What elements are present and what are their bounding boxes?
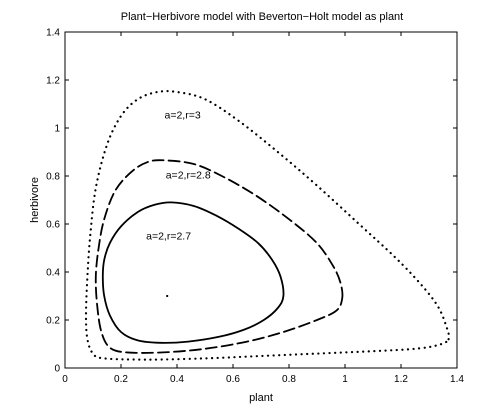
y-tick-label: 0.8: [46, 172, 60, 183]
x-axis-ticks: 0 0.2 0.4 0.6 0.8 1 1.2 1.4: [62, 32, 464, 385]
x-tick-label: 1: [342, 374, 348, 385]
y-tick-label: 1.4: [46, 28, 60, 39]
x-tick-label: 1.2: [394, 374, 408, 385]
x-tick-label: 0.4: [170, 374, 184, 385]
y-axis-ticks: 0 0.2 0.4 0.6 0.8 1 1.2 1.4: [46, 28, 457, 375]
x-tick-label: 1.4: [450, 374, 464, 385]
orbit-curve-solid: [101, 201, 285, 344]
x-tick-label: 0.2: [114, 374, 128, 385]
y-tick-label: 0.4: [46, 268, 60, 279]
y-tick-label: 0.2: [46, 316, 60, 327]
x-axis-label: plant: [249, 392, 273, 404]
y-tick-label: 1.2: [46, 76, 60, 87]
y-tick-label: 0: [54, 364, 60, 375]
axes-box: [64, 31, 458, 369]
curve-annotation: a=2,r=3: [164, 109, 200, 121]
y-axis-label: herbivore: [29, 177, 41, 223]
equilibrium-point: [166, 294, 169, 298]
orbit-curve-dashed: [94, 159, 344, 354]
orbit-curve-dotted: [84, 90, 451, 361]
orbit-curves: [84, 90, 451, 361]
x-tick-label: 0.8: [282, 374, 296, 385]
y-tick-label: 0.6: [46, 220, 60, 231]
plot-area: 0 0.2 0.4 0.6 0.8 1 1.2 1.4 0 0.2 0.4 0.6 0.8 1 1.2 1.…: [46, 28, 464, 386]
curve-annotation: a=2,r=2.8: [166, 169, 211, 181]
curve-annotation: a=2,r=2.7: [146, 231, 191, 243]
curve-annotations: a=2,r=3 a=2,r=2.8 a=2,r=2.7: [146, 109, 211, 242]
chart-title: Plant−Herbivore model with Beverton−Holt…: [121, 11, 403, 23]
x-tick-label: 0: [62, 374, 68, 385]
x-tick-label: 0.6: [226, 374, 240, 385]
y-tick-label: 1: [54, 124, 60, 135]
